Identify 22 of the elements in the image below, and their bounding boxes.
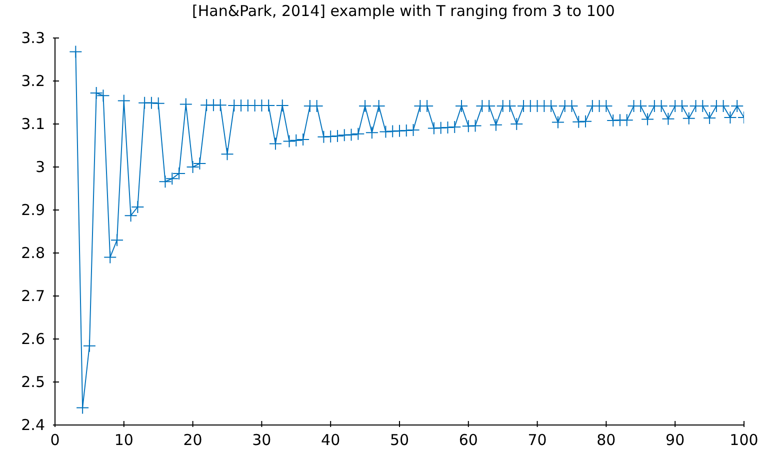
x-tick-label: 0: [50, 431, 60, 449]
y-tick-label: 2.6: [21, 330, 45, 348]
y-tick-label: 3: [35, 158, 45, 176]
y-tick-label: 2.8: [21, 244, 45, 262]
x-tick-label: 50: [390, 431, 410, 449]
x-tick-label: 70: [528, 431, 547, 449]
y-tick-label: 3.2: [21, 72, 45, 90]
x-tick-label: 90: [666, 431, 685, 449]
x-tick-label: 30: [252, 431, 272, 449]
x-tick-label: 60: [458, 431, 478, 449]
x-tick-label: 20: [183, 431, 202, 449]
x-tick-label: 10: [114, 431, 134, 449]
y-tick-label: 2.9: [21, 201, 45, 219]
x-tick-label: 80: [596, 431, 616, 449]
y-tick-label: 3.1: [21, 115, 45, 133]
y-tick-label: 2.7: [21, 287, 45, 305]
y-tick-label: 2.5: [21, 373, 45, 391]
x-tick-label: 40: [321, 431, 340, 449]
chart-title: [Han&Park, 2014] example with T ranging from 3 to 100: [191, 2, 616, 20]
y-tick-label: 2.4: [21, 416, 45, 434]
x-tick-label: 100: [730, 431, 758, 449]
y-tick-label: 3.3: [21, 29, 45, 47]
